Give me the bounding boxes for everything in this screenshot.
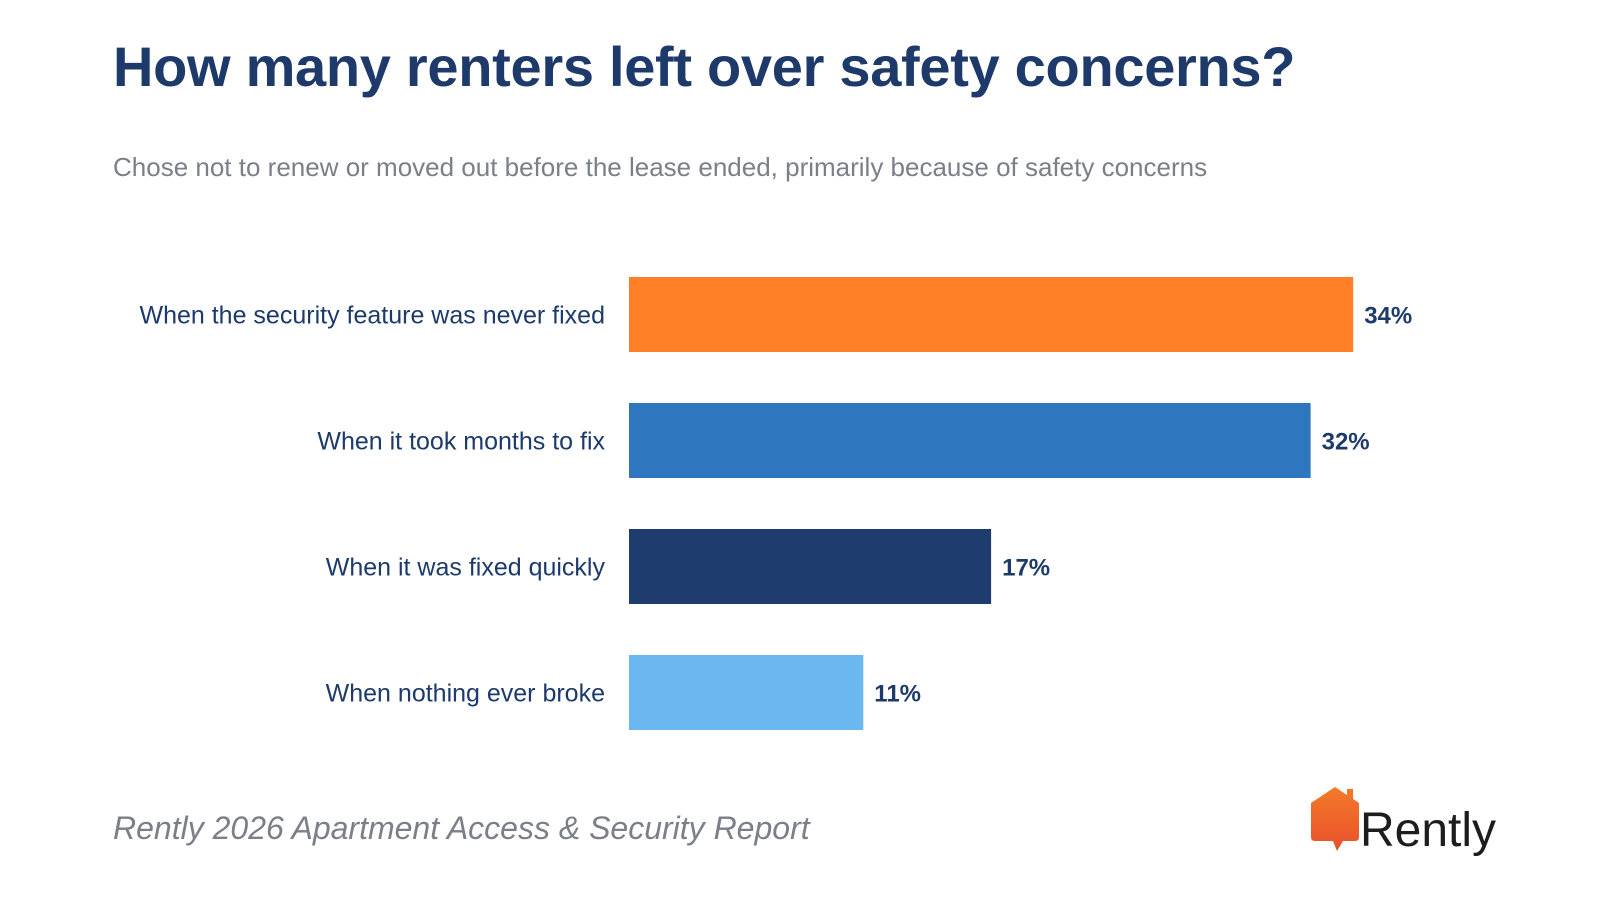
category-label: When it was fixed quickly (326, 554, 606, 582)
category-label: When it took months to fix (317, 428, 605, 456)
bars-group: When the security feature was never fixe… (139, 277, 1412, 730)
bar-1 (629, 277, 1354, 352)
house-speech-bubble-logo-icon (1311, 787, 1359, 851)
category-label: When nothing ever broke (326, 680, 605, 708)
page-subtitle: Chose not to renew or moved out before t… (113, 152, 1208, 182)
bar-2 (629, 403, 1311, 478)
value-label: 34% (1364, 303, 1412, 330)
page-title: How many renters left over safety concer… (113, 35, 1296, 98)
value-label: 17% (1002, 555, 1050, 582)
source-note: Rently 2026 Apartment Access & Security … (113, 810, 810, 846)
category-label: When the security feature was never fixe… (139, 302, 605, 330)
bar-3 (629, 529, 992, 604)
value-label: 32% (1322, 429, 1370, 456)
brand-wordmark: Rently (1360, 804, 1497, 857)
value-label: 11% (874, 681, 921, 708)
bar-4 (629, 655, 864, 730)
